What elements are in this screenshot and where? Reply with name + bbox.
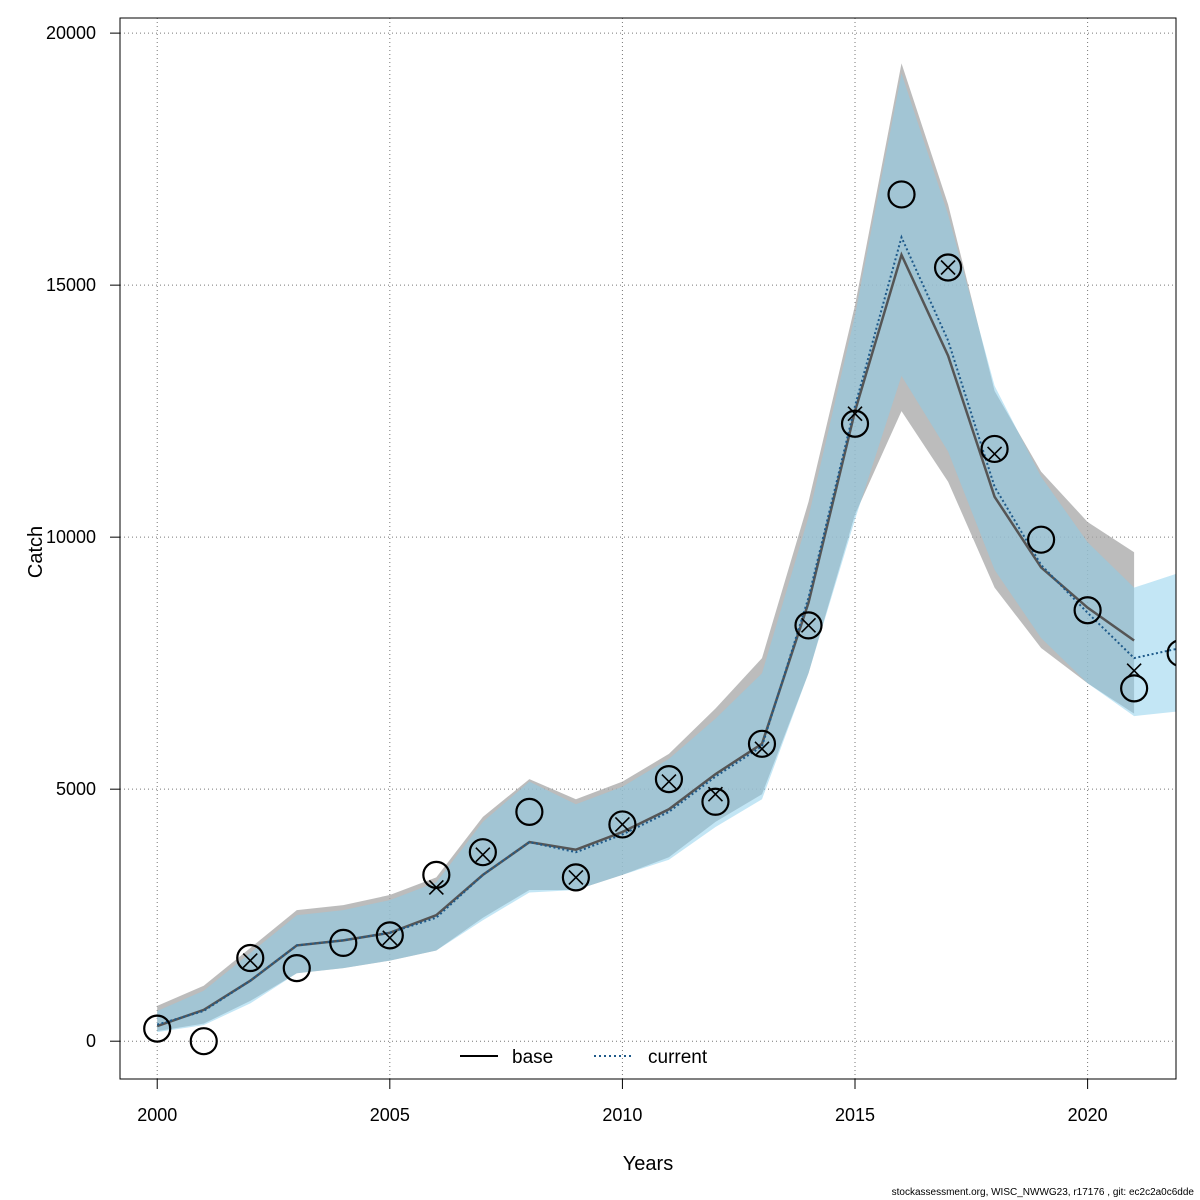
observed-circle-marker [701,787,730,816]
observed-circle-marker [189,1027,218,1056]
legend-current-label: current [648,1047,708,1068]
x-tick-label: 2015 [835,1105,875,1125]
data-markers [143,180,1176,1056]
x-tick-label: 2010 [602,1105,642,1125]
series-lines [156,234,1176,1028]
observed-circle-marker [282,954,311,983]
observed-circle-marker [1073,596,1102,625]
predicted-cross-marker [940,259,956,276]
predicted-cross-marker [614,816,630,833]
x-tick-label: 2020 [1068,1105,1108,1125]
y-axis-title: Catch [25,526,47,578]
observed-circle-marker [747,729,777,758]
x-axis: 2000 2005 2010 2015 2020 [137,1079,1108,1125]
observed-circle-marker [980,434,1009,464]
x-tick-label: 2000 [137,1105,177,1125]
legend-base-label: base [512,1047,553,1068]
legend: base current [460,1047,708,1068]
footer-credit: stockassessment.org, WISC_NWWG23, r17176… [891,1187,1194,1198]
y-tick-label: 20000 [46,23,96,43]
predicted-cross-marker [661,774,677,790]
observed-circle-marker [794,611,823,640]
y-tick-label: 5000 [56,779,96,799]
observed-circle-marker [468,838,497,867]
observed-circle-marker [236,943,265,973]
predicted-cross-marker [754,741,770,757]
observed-circle-marker [608,810,637,839]
current-series-line [156,234,1176,1026]
y-axis: 0 5000 10000 15000 20000 [46,23,120,1051]
observed-circle-marker [1026,525,1056,554]
predicted-cross-marker [568,869,584,885]
observed-circle-marker [933,253,963,282]
observed-circle-marker [1120,674,1149,703]
observed-circle-marker [1166,639,1176,667]
confidence-bands [157,63,1176,1033]
y-tick-label: 15000 [46,275,96,295]
predicted-cross-marker [242,952,258,969]
observed-circle-marker [422,860,451,889]
current-confidence-band [157,73,1176,1033]
observed-circle-marker [887,180,916,209]
x-axis-title: Years [623,1153,673,1175]
observed-circle-marker [515,797,544,826]
predicted-cross-marker [475,847,491,863]
observed-circle-marker [654,764,684,794]
observed-circle-marker [375,921,404,950]
observed-circle-marker [329,928,358,958]
predicted-cross-marker [382,930,398,946]
observed-circle-marker [561,863,590,892]
predicted-cross-marker [800,617,817,633]
predicted-cross-marker [987,446,1003,462]
predicted-cross-marker [847,406,863,422]
y-tick-label: 10000 [46,527,96,547]
plot-frame [119,17,1177,1080]
observed-circle-marker [143,1014,172,1043]
y-tick-label: 0 [86,1031,96,1051]
observed-circle-marker [840,409,870,438]
x-tick-label: 2005 [370,1105,410,1125]
